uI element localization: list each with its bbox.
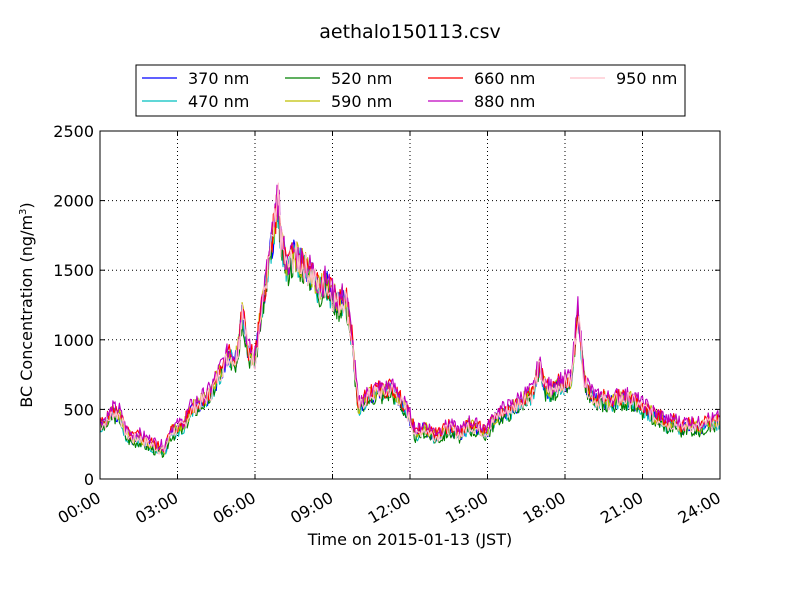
y-tick-label: 1000 [53, 331, 94, 350]
legend-label: 370 nm [188, 69, 249, 88]
grid [100, 131, 720, 479]
y-axis: 0 500 1000 1500 2000 2500 [53, 122, 720, 489]
legend: 370 nm 470 nm 520 nm 590 nm 660 nm 880 nm 950 … [135, 64, 686, 117]
x-axis-label: Time on 2015-01-13 (JST) [307, 530, 512, 549]
chart-title: aethalo150113.csv [319, 21, 501, 43]
legend-label: 950 nm [616, 69, 677, 88]
legend-label: 660 nm [474, 69, 535, 88]
y-tick-label: 2500 [53, 122, 94, 141]
y-axis-label: BC Concentration (ng/m3) [17, 202, 36, 407]
y-tick-label: 2000 [53, 192, 94, 211]
legend-frame [135, 64, 686, 117]
y-axis-label-main: BC Concentration (ng/m [17, 215, 36, 408]
series-line-950-nm [99, 182, 721, 455]
series-layer [99, 182, 721, 458]
y-axis-label-end: ) [17, 202, 36, 208]
y-axis-label-superscript: 3 [18, 209, 29, 215]
y-tick-label: 0 [84, 470, 94, 489]
y-tick-label: 500 [63, 400, 94, 419]
legend-label: 590 nm [331, 92, 392, 111]
legend-label: 470 nm [188, 92, 249, 111]
y-tick-label: 1500 [53, 261, 94, 280]
legend-label: 520 nm [331, 69, 392, 88]
legend-label: 880 nm [474, 92, 535, 111]
